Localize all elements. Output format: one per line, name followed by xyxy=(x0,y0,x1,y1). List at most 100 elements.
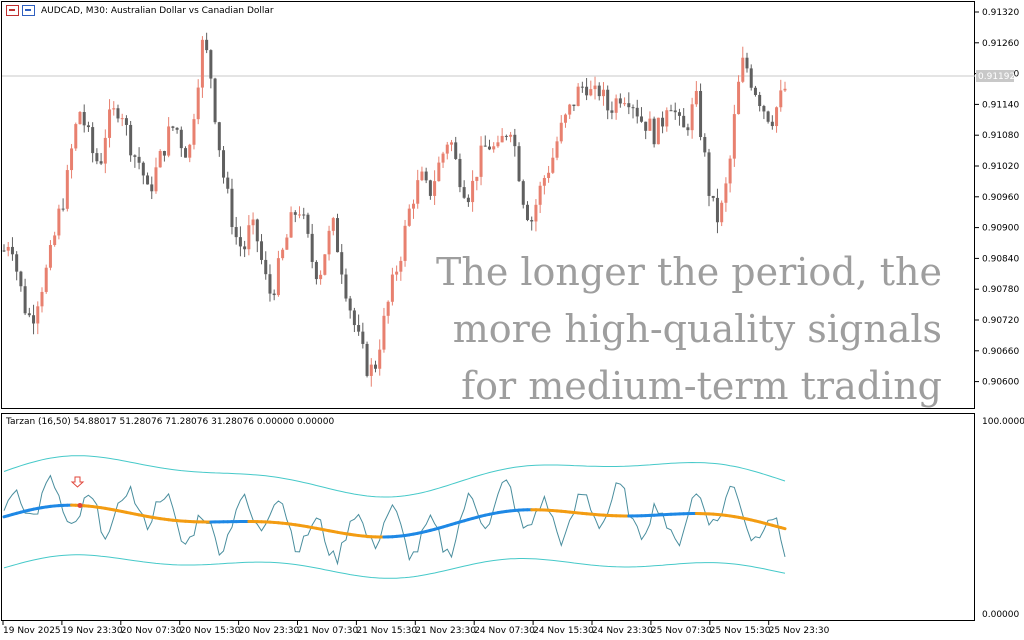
candle-body xyxy=(184,148,188,158)
candle-body xyxy=(61,208,65,210)
candle-body xyxy=(171,126,175,128)
candle-body xyxy=(302,214,306,216)
candle-body xyxy=(192,119,196,145)
overlay-line-2: more high-quality signals xyxy=(452,307,942,351)
candle-body xyxy=(724,183,728,203)
candle-body xyxy=(610,110,614,113)
candle-body xyxy=(428,180,432,196)
candle-body xyxy=(699,90,703,138)
candle-body xyxy=(737,81,741,115)
signal-dot xyxy=(77,502,83,508)
price-axis: 0.913200.912600.912000.911400.910800.910… xyxy=(975,8,1019,388)
main-chart-frame[interactable] xyxy=(1,1,975,409)
candle-body xyxy=(357,325,361,332)
time-tick-label: 21 Nov 07:30 xyxy=(298,626,359,636)
candle-body xyxy=(386,301,390,316)
candle-body xyxy=(6,246,10,251)
indicator-window-frame[interactable] xyxy=(1,413,975,621)
sell-icon[interactable] xyxy=(6,5,19,16)
candle-body xyxy=(382,315,386,350)
candle-body xyxy=(15,254,19,272)
candle-body xyxy=(762,106,766,112)
price-tick-label: 0.91020 xyxy=(982,162,1019,172)
candle-body xyxy=(669,110,673,112)
candle-body xyxy=(538,185,542,205)
candle-body xyxy=(703,137,707,153)
candle-body xyxy=(243,246,247,250)
candle-body xyxy=(475,176,479,181)
candle-body xyxy=(251,219,255,226)
time-tick-label: 19 Nov 23:30 xyxy=(62,626,123,636)
buy-icon[interactable] xyxy=(22,5,35,16)
candle-body xyxy=(779,90,783,108)
candle-body xyxy=(749,68,753,88)
price-tick-label: 0.91260 xyxy=(982,39,1019,49)
candle-body xyxy=(260,241,264,260)
candle-body xyxy=(492,146,496,150)
candle-body xyxy=(276,258,280,296)
symbol-header[interactable]: AUDCAD, M30: Australian Dollar vs Canadi… xyxy=(6,5,274,16)
candle-body xyxy=(677,112,681,116)
candle-body xyxy=(399,260,403,272)
candle-body xyxy=(420,171,424,181)
candle-body xyxy=(407,208,411,226)
candle-body xyxy=(217,122,221,151)
candle-body xyxy=(53,235,57,246)
candle-body xyxy=(673,110,677,113)
candle-body xyxy=(162,151,166,156)
candle-body xyxy=(601,89,605,97)
time-tick-label: 24 Nov 07:30 xyxy=(474,626,535,636)
candle-body xyxy=(437,162,441,182)
candle-body xyxy=(167,126,171,156)
candle-body xyxy=(593,85,597,90)
time-tick-label: 20 Nov 07:30 xyxy=(121,626,182,636)
candle-body xyxy=(205,39,209,51)
candle-body xyxy=(753,87,757,95)
candle-body xyxy=(690,104,694,131)
candle-body xyxy=(133,155,137,157)
candle-body xyxy=(466,197,470,203)
candle-body xyxy=(209,50,213,79)
candle-body xyxy=(441,153,445,163)
price-tick-label: 0.90720 xyxy=(982,316,1019,326)
candle-body xyxy=(10,246,14,255)
candle-body xyxy=(65,170,69,209)
candle-body xyxy=(19,271,23,287)
candle-body xyxy=(555,141,559,158)
price-tick-label: 0.91140 xyxy=(982,100,1019,110)
candle-body xyxy=(319,274,323,280)
time-tick-label: 25 Nov 15:30 xyxy=(710,626,771,636)
candle-body xyxy=(340,252,344,275)
candle-body xyxy=(707,152,711,196)
candle-body xyxy=(116,108,120,119)
price-tick-label: 0.90600 xyxy=(982,378,1019,388)
candle-body xyxy=(542,178,546,186)
price-tick-label: 0.90960 xyxy=(982,193,1019,203)
upper-band-line xyxy=(3,455,786,498)
time-tick-label: 20 Nov 23:30 xyxy=(239,626,300,636)
candle-body xyxy=(775,107,779,127)
candle-body xyxy=(521,181,525,205)
candle-body xyxy=(597,85,601,97)
candle-body xyxy=(314,261,318,280)
candle-body xyxy=(32,315,36,324)
price-tick-label: 0.91320 xyxy=(982,8,1019,18)
candle-body xyxy=(310,233,314,262)
candle-body xyxy=(44,267,48,292)
price-tick-label: 0.90900 xyxy=(982,224,1019,234)
indicator-axis-bottom: 0.00000 xyxy=(982,610,1019,620)
candle-body xyxy=(580,86,584,88)
overlay-line-1: The longer the period, the xyxy=(436,250,942,294)
candle-body xyxy=(403,225,407,261)
indicator-label: Tarzan (16,50) 54.88017 51.28076 71.2807… xyxy=(6,417,335,427)
candle-body xyxy=(576,86,580,107)
candle-body xyxy=(200,39,204,88)
candle-body xyxy=(365,343,369,376)
candle-body xyxy=(395,271,399,275)
candle-body xyxy=(682,115,686,128)
time-tick-label: 20 Nov 15:30 xyxy=(180,626,241,636)
candle-body xyxy=(27,313,31,316)
candle-body xyxy=(644,121,648,131)
